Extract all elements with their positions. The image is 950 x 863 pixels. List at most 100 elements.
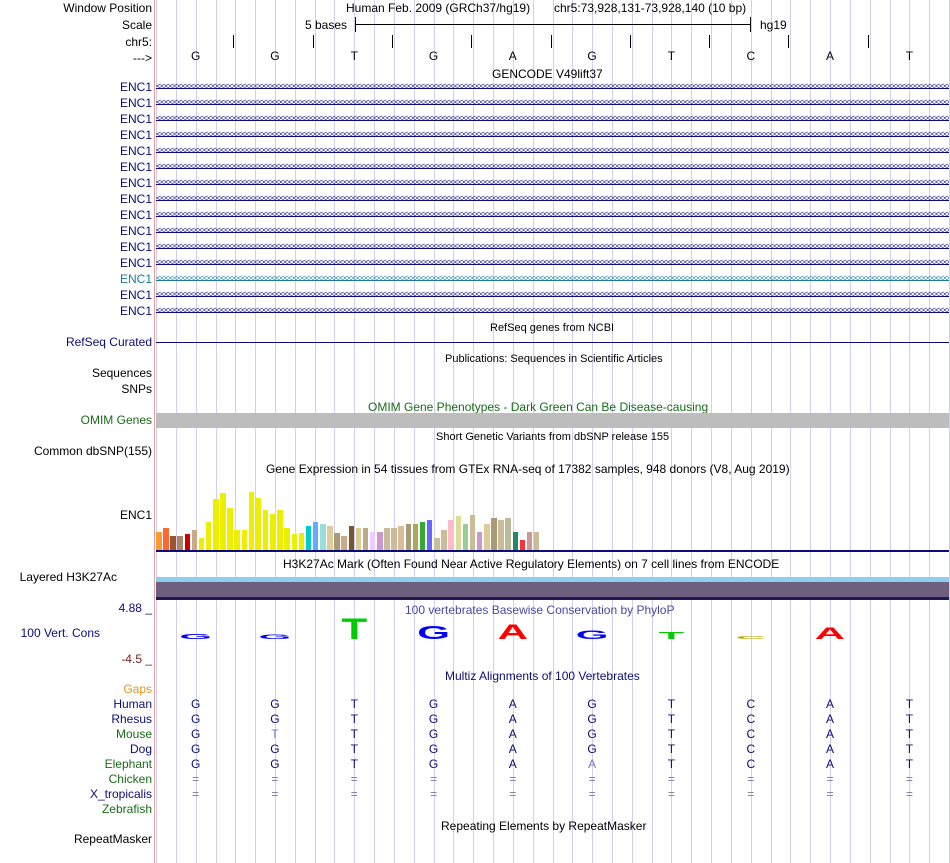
gencode-transcript-label[interactable]: ENC1	[119, 176, 152, 190]
gtex-tissue-bar[interactable]	[291, 534, 298, 550]
omim-label[interactable]: OMIM Genes	[80, 413, 152, 427]
gtex-tissue-bar[interactable]	[426, 520, 433, 550]
gtex-tissue-bar[interactable]	[526, 532, 533, 550]
gencode-transcript-line[interactable]	[156, 200, 949, 201]
gtex-tissue-bar[interactable]	[469, 515, 476, 550]
refseq-line[interactable]	[156, 342, 949, 343]
gtex-tissue-bar[interactable]	[419, 522, 426, 550]
gtex-tissue-bar[interactable]	[377, 532, 383, 550]
gtex-tissue-bar[interactable]	[498, 520, 504, 550]
gencode-transcript-label[interactable]: ENC1	[119, 224, 152, 238]
gencode-transcript-line[interactable]	[156, 280, 949, 281]
snps-label[interactable]: SNPs	[121, 382, 152, 396]
gtex-tissue-bar[interactable]	[191, 530, 198, 550]
gencode-transcript-line[interactable]	[156, 184, 949, 185]
species-label[interactable]: Dog	[129, 742, 152, 756]
gtex-tissue-bar[interactable]	[277, 510, 283, 550]
gtex-tissue-bar[interactable]	[533, 532, 540, 550]
gtex-tissue-bar[interactable]	[391, 528, 397, 550]
gtex-tissue-bar[interactable]	[170, 536, 176, 550]
species-label[interactable]: Mouse	[115, 727, 152, 741]
gencode-transcript-label[interactable]: ENC1	[119, 256, 152, 270]
gtex-tissue-bar[interactable]	[184, 534, 191, 550]
species-label[interactable]: Chicken	[108, 772, 152, 786]
species-label[interactable]: Rhesus	[111, 712, 152, 726]
gtex-tissue-bar[interactable]	[484, 524, 490, 550]
gtex-tissue-bar[interactable]	[213, 499, 219, 550]
gtex-tissue-bar[interactable]	[412, 524, 419, 550]
h3k27ac-label[interactable]: Layered H3K27Ac	[19, 570, 117, 584]
gtex-tissue-bar[interactable]	[519, 540, 526, 550]
phylop-label[interactable]: 100 Vert. Cons	[20, 626, 100, 640]
gtex-tissue-bar[interactable]	[355, 528, 362, 550]
gtex-tissue-bar[interactable]	[476, 532, 483, 550]
gtex-tissue-bar[interactable]	[441, 530, 447, 550]
gtex-tissue-bar[interactable]	[298, 533, 305, 550]
gencode-transcript-line[interactable]	[156, 88, 949, 89]
gtex-tissue-bar[interactable]	[491, 518, 497, 550]
species-label[interactable]: Human	[113, 697, 152, 711]
species-label[interactable]: Zebrafish	[101, 802, 152, 816]
gtex-tissue-bar[interactable]	[198, 538, 205, 550]
gencode-transcript-label[interactable]: ENC1	[119, 160, 152, 174]
gtex-tissue-bar[interactable]	[262, 510, 269, 550]
gencode-transcript-label[interactable]: ENC1	[119, 112, 152, 126]
gtex-tissue-bar[interactable]	[312, 522, 319, 550]
gtex-tissue-bar[interactable]	[255, 498, 262, 550]
omim-bar[interactable]	[156, 413, 949, 428]
dbsnp-label[interactable]: Common dbSNP(155)	[33, 444, 152, 458]
gtex-tissue-bar[interactable]	[270, 514, 276, 550]
gtex-tissue-bar[interactable]	[434, 538, 440, 550]
gtex-tissue-bar[interactable]	[512, 532, 519, 550]
gtex-tissue-bar[interactable]	[284, 528, 290, 550]
gtex-tissue-bar[interactable]	[320, 524, 326, 550]
gencode-transcript-label[interactable]: ENC1	[119, 128, 152, 142]
gtex-tissue-bar[interactable]	[455, 516, 462, 550]
refseq-label[interactable]: RefSeq Curated	[65, 335, 152, 349]
gencode-transcript-label[interactable]: ENC1	[119, 240, 152, 254]
gencode-transcript-label[interactable]: ENC1	[119, 80, 152, 94]
gtex-tissue-bar[interactable]	[341, 536, 347, 550]
gtex-tissue-bar[interactable]	[448, 520, 454, 550]
gtex-tissue-bar[interactable]	[227, 508, 233, 550]
gtex-tissue-bar[interactable]	[241, 530, 248, 550]
repeatmasker-label[interactable]: RepeatMasker	[73, 832, 152, 846]
gtex-tissue-bar[interactable]	[177, 536, 183, 550]
gencode-transcript-line[interactable]	[156, 168, 949, 169]
gencode-transcript-line[interactable]	[156, 136, 949, 137]
gencode-transcript-label[interactable]: ENC1	[119, 144, 152, 158]
gtex-tissue-bar[interactable]	[405, 524, 412, 550]
h3k27ac-band-light[interactable]	[156, 577, 949, 582]
gencode-transcript-label[interactable]: ENC1	[119, 208, 152, 222]
gtex-tissue-bar[interactable]	[398, 526, 404, 550]
gtex-tissue-bar[interactable]	[305, 526, 312, 550]
gencode-transcript-line[interactable]	[156, 120, 949, 121]
gtex-tissue-bar[interactable]	[163, 528, 169, 550]
gencode-transcript-line[interactable]	[156, 104, 949, 105]
gtex-tissue-bar[interactable]	[205, 522, 212, 550]
gencode-transcript-line[interactable]	[156, 296, 949, 297]
gencode-transcript-label[interactable]: ENC1	[119, 288, 152, 302]
gtex-tissue-bar[interactable]	[384, 528, 390, 550]
gencode-transcript-label[interactable]: ENC1	[119, 304, 152, 318]
gencode-transcript-line[interactable]	[156, 232, 949, 233]
gtex-tissue-bar[interactable]	[248, 492, 255, 550]
species-label[interactable]: Elephant	[104, 757, 152, 771]
gencode-transcript-label[interactable]: ENC1	[119, 96, 152, 110]
gtex-tissue-bar[interactable]	[505, 518, 511, 550]
gencode-transcript-line[interactable]	[156, 264, 949, 265]
h3k27ac-band-dark[interactable]	[156, 582, 949, 597]
gtex-tissue-bar[interactable]	[220, 493, 226, 550]
gtex-tissue-bar[interactable]	[369, 532, 376, 550]
gtex-tissue-bar[interactable]	[362, 528, 369, 550]
gtex-tissue-bar[interactable]	[156, 532, 162, 550]
sequences-label[interactable]: Sequences	[91, 366, 152, 380]
gtex-tissue-bar[interactable]	[462, 524, 469, 550]
gtex-label[interactable]: ENC1	[119, 508, 152, 522]
gencode-transcript-label[interactable]: ENC1	[119, 192, 152, 206]
gtex-tissue-bar[interactable]	[327, 526, 333, 550]
gencode-transcript-line[interactable]	[156, 152, 949, 153]
gtex-tissue-bar[interactable]	[234, 530, 240, 550]
gencode-transcript-line[interactable]	[156, 312, 949, 313]
